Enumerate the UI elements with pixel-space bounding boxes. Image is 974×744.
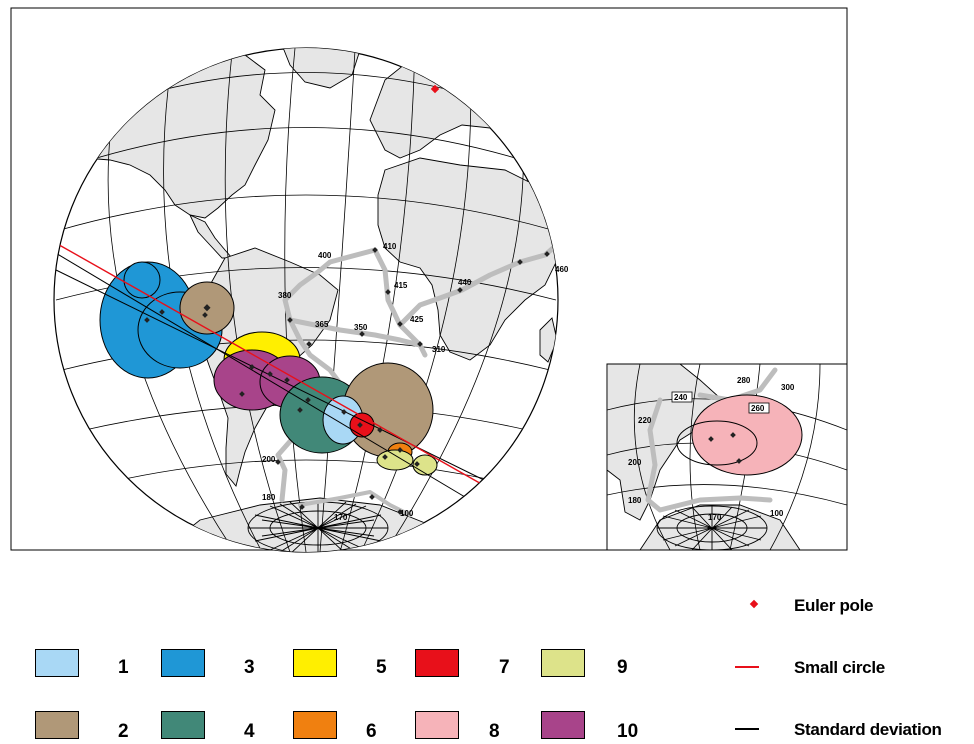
- age-label: 415: [394, 281, 408, 290]
- inset-ellipse-group-8: [691, 394, 803, 476]
- legend-swatch-6: [293, 711, 337, 739]
- legend-small-circle-line: [735, 666, 759, 668]
- inset-label-box: [748, 402, 770, 414]
- legend-label-2: 2: [118, 721, 129, 742]
- legend-swatch-4: [161, 711, 205, 739]
- age-label: 380: [278, 291, 292, 300]
- legend-swatch-5: [293, 649, 337, 677]
- age-label: 280: [737, 376, 751, 385]
- age-label: 240: [674, 393, 688, 402]
- legend-swatch-7: [415, 649, 459, 677]
- age-label: 100: [770, 509, 784, 518]
- inset-ellipse-group-8-inner: [676, 420, 758, 466]
- legend-label-5: 5: [376, 657, 387, 678]
- legend-small-circle-label: Small circle: [794, 658, 885, 677]
- small-circle-line: [54, 241, 493, 491]
- inset-label-box: [671, 391, 693, 403]
- legend-label-6: 6: [366, 721, 377, 742]
- age-label: 440: [458, 278, 472, 287]
- madagascar: [539, 317, 558, 363]
- age-label: 180: [628, 496, 642, 505]
- euler-pole-marker: [430, 84, 440, 94]
- ellipse-group-3-inner: [123, 261, 161, 299]
- legend-swatch-2: [35, 711, 79, 739]
- greenland: [279, 48, 361, 89]
- age-label: 350: [354, 323, 368, 332]
- age-label: 410: [383, 242, 397, 251]
- apw-track-south: [298, 490, 412, 517]
- legend-standard-deviation-line: [735, 728, 759, 730]
- ellipse-group-9: [376, 449, 414, 471]
- legend-euler-pole-icon: [749, 599, 759, 609]
- legend-euler-pole-label: Euler pole: [794, 596, 874, 615]
- africa: [377, 157, 558, 361]
- age-label: 460: [555, 265, 569, 274]
- age-label: 170: [708, 513, 722, 522]
- legend-label-4: 4: [244, 721, 255, 742]
- legend-swatch-10: [541, 711, 585, 739]
- age-label: 200: [262, 455, 276, 464]
- age-label: 365: [315, 320, 329, 329]
- legend-swatch-3: [161, 649, 205, 677]
- legend-swatch-9: [541, 649, 585, 677]
- legend-standard-deviation-label: Standard deviation: [794, 720, 942, 739]
- map-figure: 400 410 415 425 440 460 380 365 350 310 …: [10, 7, 848, 553]
- legend-swatch-1: [35, 649, 79, 677]
- age-label: 310: [432, 345, 446, 354]
- legend-label-7: 7: [499, 657, 510, 678]
- age-label: 260: [751, 404, 765, 413]
- age-label: 400: [318, 251, 332, 260]
- age-label: 220: [638, 416, 652, 425]
- legend-swatch-8: [415, 711, 459, 739]
- age-label: 425: [410, 315, 424, 324]
- inset-south-america: [607, 364, 721, 521]
- legend-label-1: 1: [118, 657, 129, 678]
- age-label: 180: [262, 493, 276, 502]
- age-label: 170: [334, 513, 348, 522]
- inset-map: 280 300 240 260 220 200 180 170 100: [606, 363, 848, 551]
- legend-label-3: 3: [244, 657, 255, 678]
- legend-label-9: 9: [617, 657, 628, 678]
- age-label: 100: [400, 509, 414, 518]
- pole-points: [144, 247, 550, 515]
- legend-label-8: 8: [489, 721, 500, 742]
- age-label: 200: [628, 458, 642, 467]
- age-label: 300: [781, 383, 795, 392]
- legend-label-10: 10: [617, 721, 639, 742]
- main-age-labels: 400 410 415 425 440 460 380 365 350 310 …: [262, 242, 569, 522]
